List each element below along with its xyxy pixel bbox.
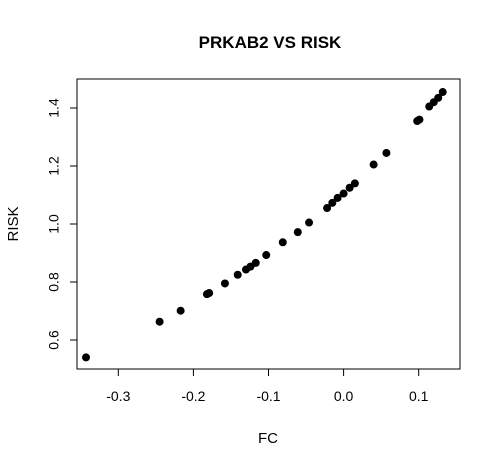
data-point: [293, 228, 302, 237]
data-point: [251, 258, 260, 267]
data-point: [82, 353, 91, 362]
x-axis-label: FC: [258, 430, 278, 447]
data-point: [382, 148, 391, 157]
data-point: [328, 198, 337, 207]
data-points: [82, 88, 447, 362]
data-point: [333, 193, 342, 202]
y-tick-label: 1.4: [46, 98, 62, 118]
data-point: [176, 306, 185, 315]
chart-title: PRKAB2 VS RISK: [199, 33, 342, 52]
y-tick-label: 0.8: [46, 272, 62, 292]
data-point: [155, 317, 164, 326]
data-point: [415, 115, 424, 124]
x-axis: -0.3 -0.2 -0.1 0.0 0.1: [106, 369, 429, 404]
x-tick-label: -0.3: [106, 388, 130, 404]
x-tick-label: -0.2: [181, 388, 205, 404]
y-tick-label: 0.6: [46, 330, 62, 350]
data-point: [278, 238, 287, 247]
data-point: [220, 279, 229, 288]
y-axis: 0.6 0.8 1.0 1.2 1.4: [46, 98, 77, 350]
data-point: [205, 289, 214, 298]
x-tick-label: 0.1: [409, 388, 429, 404]
data-point: [345, 183, 354, 192]
y-axis-label: RISK: [5, 206, 22, 241]
x-tick-label: 0.0: [334, 388, 354, 404]
x-tick-label: -0.1: [256, 388, 280, 404]
data-point: [434, 93, 443, 102]
data-point: [323, 204, 332, 213]
data-point: [438, 88, 447, 97]
data-point: [369, 160, 378, 169]
plot-frame: [76, 78, 461, 370]
data-point: [233, 270, 242, 279]
y-tick-label: 1.2: [46, 156, 62, 176]
data-point: [350, 179, 359, 188]
data-point: [339, 189, 348, 198]
data-point: [305, 218, 314, 227]
data-point: [262, 251, 271, 260]
y-tick-label: 1.0: [46, 214, 62, 234]
